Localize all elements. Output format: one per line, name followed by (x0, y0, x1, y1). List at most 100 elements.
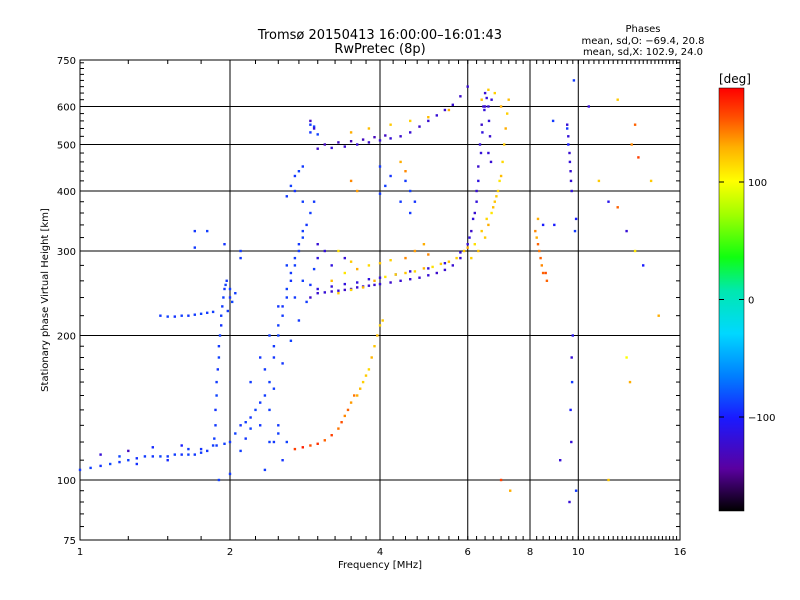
data-point (244, 437, 247, 440)
data-point (466, 85, 469, 88)
data-point (597, 179, 601, 183)
data-point (490, 211, 493, 215)
data-point (239, 424, 242, 427)
chart-title: Tromsø 20150413 16:00:00–16:01:43 (257, 28, 502, 43)
data-point (263, 468, 267, 472)
data-point (489, 160, 493, 164)
data-point (439, 262, 443, 266)
data-point (376, 334, 379, 337)
data-point (180, 453, 183, 456)
colorbar-tick-label: −100 (748, 413, 775, 424)
data-point (573, 229, 577, 233)
data-point (570, 380, 574, 384)
data-point (187, 447, 190, 451)
phases-o-mode: mean, sd,O: −69.4, 20.8 (582, 36, 705, 47)
data-point (215, 444, 218, 447)
data-point (503, 143, 506, 146)
phases-heading: Phases (625, 24, 660, 35)
data-point (234, 292, 237, 295)
data-point (225, 279, 228, 282)
data-point (473, 243, 476, 246)
data-point (487, 105, 490, 108)
data-point (462, 249, 466, 253)
data-point (173, 453, 176, 456)
data-point (567, 135, 570, 138)
data-point (399, 200, 402, 203)
data-point (545, 279, 549, 282)
data-point (477, 165, 480, 168)
data-point (214, 408, 217, 412)
data-point (480, 123, 483, 126)
data-point (389, 174, 392, 178)
x-tick-label: 4 (377, 547, 383, 558)
data-point (244, 421, 247, 424)
data-point (495, 195, 498, 198)
data-point (487, 223, 490, 227)
data-point (539, 256, 542, 260)
data-point (309, 119, 312, 123)
data-point (409, 119, 412, 123)
data-point (109, 462, 112, 466)
data-point (566, 123, 569, 126)
data-point (378, 262, 382, 265)
data-point (166, 455, 169, 458)
data-point (297, 170, 301, 173)
data-point (259, 356, 262, 359)
data-point (490, 98, 493, 101)
data-point (447, 108, 451, 112)
data-point (301, 279, 304, 282)
data-point (199, 447, 203, 451)
data-point (394, 273, 397, 276)
data-point (166, 459, 169, 462)
data-point (277, 424, 280, 427)
data-point (277, 334, 280, 337)
data-point (263, 394, 267, 397)
data-point (389, 137, 392, 140)
data-point (187, 314, 190, 317)
x-axis-label: Frequency [MHz] (338, 560, 422, 571)
data-point (293, 447, 297, 451)
data-point (487, 88, 490, 91)
data-point (466, 243, 469, 246)
x-tick-label: 1 (77, 547, 83, 558)
data-point (435, 114, 438, 117)
data-point (312, 267, 316, 271)
y-axis-label: Stationary phase Virtual Height [km] (40, 208, 51, 392)
data-point (418, 276, 421, 279)
data-point (193, 453, 196, 456)
data-point (574, 217, 578, 221)
data-point (289, 271, 293, 275)
colorbar-label: [deg] (719, 72, 751, 86)
data-point (587, 105, 590, 108)
data-point (214, 424, 217, 427)
data-point (455, 256, 458, 260)
data-point (409, 189, 412, 193)
x-tick-labels: 1 2 4 6 8 10 16 (77, 547, 687, 558)
data-point (418, 125, 421, 128)
data-point (404, 256, 407, 260)
data-point (301, 446, 304, 449)
data-point (378, 165, 382, 168)
data-point (217, 345, 221, 348)
data-point (466, 246, 469, 249)
data-point (471, 217, 475, 221)
data-point (330, 146, 333, 150)
data-point (399, 135, 402, 138)
data-point (535, 236, 538, 239)
data-point (499, 478, 503, 482)
data-point (220, 324, 223, 327)
chart-subtitle: RwPretec (8p) (334, 42, 425, 57)
data-point (281, 305, 284, 308)
data-point (480, 98, 483, 101)
data-point (378, 192, 382, 195)
data-point (559, 459, 562, 462)
data-point (215, 380, 218, 384)
data-point (239, 449, 242, 453)
x-tick-label: 2 (227, 547, 233, 558)
data-point (356, 286, 359, 289)
data-point (159, 314, 162, 317)
data-point (361, 286, 365, 289)
data-point (356, 267, 359, 271)
data-point (99, 453, 102, 456)
data-point (231, 300, 234, 304)
